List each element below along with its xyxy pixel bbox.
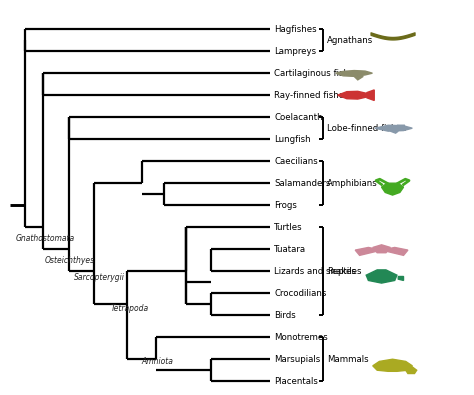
Text: Tuatara: Tuatara: [274, 245, 307, 254]
Text: Lobe-finned fishes: Lobe-finned fishes: [327, 124, 406, 133]
Polygon shape: [355, 247, 382, 255]
Text: Marsupials: Marsupials: [274, 355, 320, 364]
Text: Lampreys: Lampreys: [274, 47, 317, 56]
Polygon shape: [375, 125, 412, 131]
Text: Agnathans: Agnathans: [327, 36, 373, 45]
Text: Caecilians: Caecilians: [274, 157, 318, 166]
Text: Lizards and snakes: Lizards and snakes: [274, 267, 356, 276]
Text: Frogs: Frogs: [274, 201, 297, 210]
Text: Sarcopterygii: Sarcopterygii: [74, 273, 125, 282]
Polygon shape: [354, 76, 363, 80]
Text: Reptiles: Reptiles: [327, 267, 361, 276]
Polygon shape: [397, 125, 405, 127]
Polygon shape: [398, 276, 403, 280]
Text: Gnathostomata: Gnathostomata: [16, 233, 75, 243]
Polygon shape: [373, 359, 412, 371]
Polygon shape: [382, 247, 408, 255]
Text: Salamanders: Salamanders: [274, 179, 331, 188]
Polygon shape: [373, 245, 391, 253]
Text: Crocodilians: Crocodilians: [274, 289, 327, 298]
Polygon shape: [391, 131, 398, 133]
Text: Amphibians: Amphibians: [327, 179, 377, 188]
Polygon shape: [367, 90, 374, 100]
Polygon shape: [382, 183, 403, 195]
Polygon shape: [336, 71, 373, 76]
Text: Mammals: Mammals: [327, 355, 368, 364]
Polygon shape: [366, 270, 397, 283]
Text: Turtles: Turtles: [274, 223, 303, 232]
Polygon shape: [337, 91, 371, 99]
Text: Placentals: Placentals: [274, 377, 318, 386]
Text: Monotremes: Monotremes: [274, 333, 328, 342]
Text: Lungfish: Lungfish: [274, 135, 311, 144]
Text: Ray-finned fishes: Ray-finned fishes: [274, 91, 349, 100]
Text: Amniota: Amniota: [142, 357, 174, 366]
Text: Hagfishes: Hagfishes: [274, 24, 317, 34]
Text: Cartilaginous fishes: Cartilaginous fishes: [274, 69, 359, 78]
Text: Coelacanth: Coelacanth: [274, 113, 323, 122]
Text: Tetrapoda: Tetrapoda: [111, 304, 149, 313]
Text: Osteichthyes: Osteichthyes: [45, 256, 95, 265]
Polygon shape: [406, 367, 417, 374]
Text: Birds: Birds: [274, 311, 296, 320]
